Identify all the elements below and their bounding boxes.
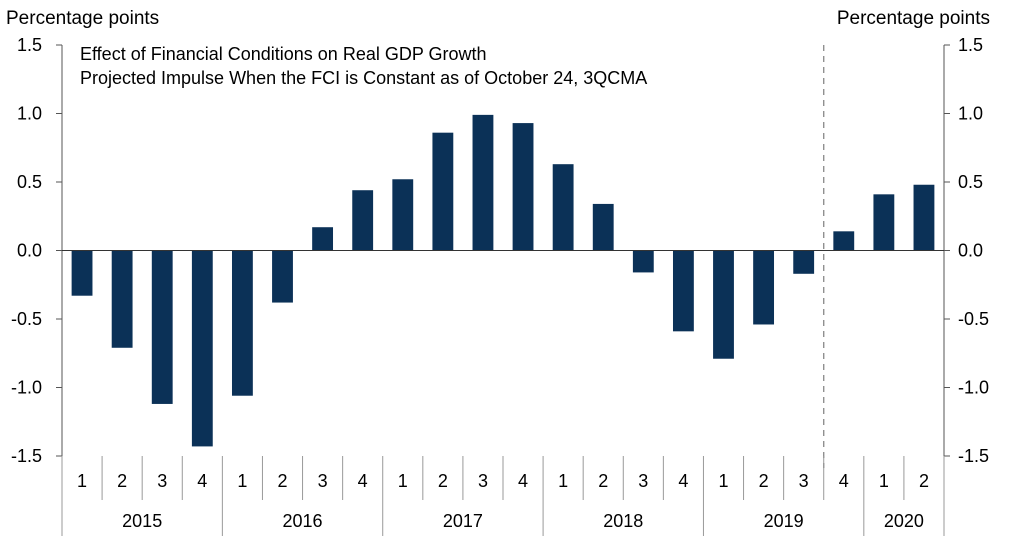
y-tick-label-left: 0.0 xyxy=(17,241,42,261)
x-tick-label-quarter: 1 xyxy=(237,471,247,491)
bar xyxy=(592,203,614,251)
x-tick-label-quarter: 1 xyxy=(879,471,889,491)
bar xyxy=(713,250,734,359)
y-tick-label-right: -0.5 xyxy=(958,309,989,329)
bar xyxy=(312,227,334,251)
y-tick-label-left: -1.5 xyxy=(11,446,42,466)
bar xyxy=(512,123,534,251)
y-tick-label-left: -1.0 xyxy=(11,378,42,398)
x-tick-label-quarter: 3 xyxy=(157,471,167,491)
y-tick-label-left: 0.5 xyxy=(17,172,42,192)
bar xyxy=(753,250,775,325)
bar xyxy=(71,250,93,296)
y-tick-label-left: 1.5 xyxy=(17,35,42,55)
bar xyxy=(432,132,454,251)
bar xyxy=(111,250,133,348)
x-tick-label-quarter: 3 xyxy=(638,471,648,491)
x-tick-label-quarter: 2 xyxy=(598,471,608,491)
x-tick-label-quarter: 3 xyxy=(799,471,809,491)
x-tick-label-quarter: 2 xyxy=(117,471,127,491)
x-tick-label-quarter: 4 xyxy=(839,471,849,491)
y-tick-label-right: -1.5 xyxy=(958,446,989,466)
y-tick-label-right: 1.0 xyxy=(958,104,983,124)
x-tick-label-quarter: 1 xyxy=(718,471,728,491)
x-tick-label-year: 2016 xyxy=(283,511,323,531)
x-tick-label-year: 2018 xyxy=(603,511,643,531)
bar xyxy=(913,184,935,251)
x-tick-label-quarter: 2 xyxy=(277,471,287,491)
chart-title: Effect of Financial Conditions on Real G… xyxy=(80,44,487,64)
bar xyxy=(392,179,414,251)
x-tick-label-quarter: 1 xyxy=(77,471,87,491)
y-tick-label-left: 1.0 xyxy=(17,104,42,124)
x-tick-label-quarter: 3 xyxy=(478,471,488,491)
x-tick-label-quarter: 1 xyxy=(398,471,408,491)
bar xyxy=(191,250,213,447)
bar xyxy=(231,250,253,396)
x-tick-label-quarter: 2 xyxy=(438,471,448,491)
y-axis-label-right: Percentage points xyxy=(836,8,990,29)
x-tick-label-quarter: 2 xyxy=(919,471,929,491)
y-tick-label-right: 1.5 xyxy=(958,35,983,55)
bar xyxy=(873,194,895,251)
chart-subtitle: Projected Impulse When the FCI is Consta… xyxy=(80,68,648,88)
y-tick-label-right: 0.0 xyxy=(958,241,983,261)
x-tick-label-year: 2015 xyxy=(122,511,162,531)
bar xyxy=(272,250,293,303)
x-tick-label-quarter: 2 xyxy=(759,471,769,491)
x-tick-label-year: 2020 xyxy=(884,511,924,531)
x-tick-label-year: 2019 xyxy=(764,511,804,531)
bar xyxy=(552,164,574,251)
bar xyxy=(352,190,374,251)
x-tick-label-year: 2017 xyxy=(443,511,483,531)
x-tick-label-quarter: 4 xyxy=(678,471,688,491)
y-tick-label-right: -1.0 xyxy=(958,378,989,398)
y-tick-label-left: -0.5 xyxy=(11,309,42,329)
y-axis-label-left: Percentage points xyxy=(6,8,160,29)
x-tick-label-quarter: 4 xyxy=(358,471,368,491)
bar xyxy=(151,250,173,404)
bar xyxy=(672,250,694,332)
y-tick-label-right: 0.5 xyxy=(958,172,983,192)
bar xyxy=(833,231,855,251)
bar xyxy=(632,250,654,273)
x-tick-label-quarter: 4 xyxy=(518,471,528,491)
bar xyxy=(793,250,815,274)
x-tick-label-quarter: 4 xyxy=(197,471,207,491)
bar xyxy=(472,114,494,251)
x-tick-label-quarter: 1 xyxy=(558,471,568,491)
x-tick-label-quarter: 3 xyxy=(318,471,328,491)
